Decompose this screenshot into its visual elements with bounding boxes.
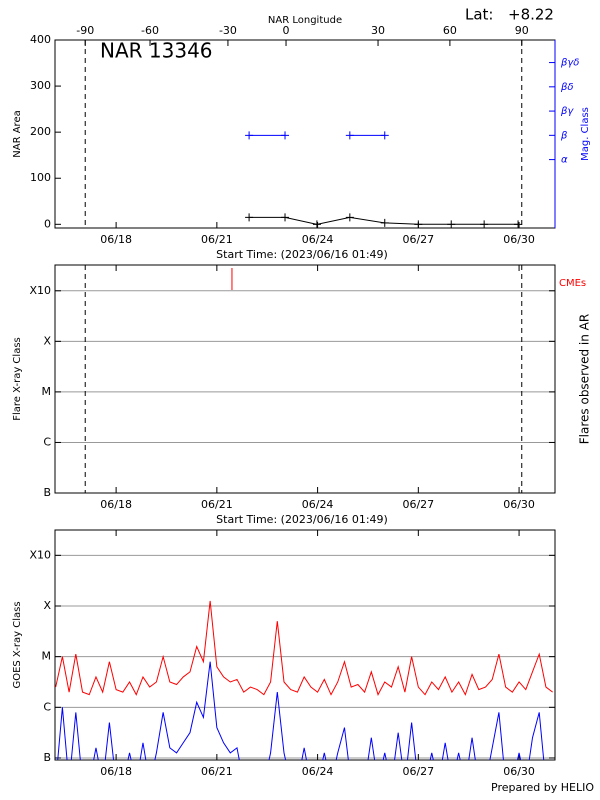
y-label: GOES X-ray Class xyxy=(12,601,23,688)
plot-frame xyxy=(54,39,556,229)
point-marker xyxy=(480,220,489,229)
y2-tick-label: β xyxy=(560,130,568,141)
y2-tick-label: βγδ xyxy=(560,58,579,69)
series-group xyxy=(249,134,519,225)
x-tick-label: 06/18 xyxy=(100,498,132,511)
plot-frame xyxy=(54,529,556,761)
point-marker xyxy=(281,213,290,222)
y2-tick-label: βδ xyxy=(560,82,574,93)
x-label: Start Time: (2023/06/16 01:49) xyxy=(216,248,388,261)
x2-tick-label: 90 xyxy=(515,24,529,37)
x-tick-label: 06/18 xyxy=(100,233,132,246)
y2-tick-label: α xyxy=(561,155,568,166)
y-tick-label: X10 xyxy=(29,284,51,297)
y-tick-label: 400 xyxy=(30,33,51,46)
x2-tick-label: -90 xyxy=(76,24,94,37)
y-tick-label: X xyxy=(43,599,51,612)
y-label: NAR Area xyxy=(12,110,23,157)
x-tick-label: 06/27 xyxy=(402,765,434,778)
x-tick-label: 06/27 xyxy=(402,498,434,511)
cme-label: CMEs xyxy=(559,278,586,289)
x-tick-label: 06/24 xyxy=(302,233,334,246)
y-tick-label: B xyxy=(43,751,51,764)
y-tick-label: C xyxy=(43,435,51,448)
x-tick-label: 06/21 xyxy=(201,765,233,778)
series-line xyxy=(55,600,553,696)
x2-tick-label: -30 xyxy=(219,24,237,37)
y-tick-label: X10 xyxy=(29,548,51,561)
y2-label: Flares observed in AR xyxy=(578,314,592,444)
x-tick-label: 06/30 xyxy=(503,765,535,778)
y2-tick-label: βγ xyxy=(560,106,574,117)
x-tick-label: 06/27 xyxy=(402,233,434,246)
point-marker xyxy=(245,213,254,222)
y-tick-label: M xyxy=(42,650,52,663)
point-marker xyxy=(345,131,354,140)
x-tick-label: 06/24 xyxy=(302,765,334,778)
x-label: Start Time: (2023/06/16 01:49) xyxy=(216,513,388,526)
y-tick-label: 200 xyxy=(30,125,51,138)
y-label: Flare X-ray Class xyxy=(12,337,23,421)
point-marker xyxy=(380,131,389,140)
x-tick-label: 06/18 xyxy=(100,765,132,778)
x2-tick-label: 0 xyxy=(283,24,290,37)
y-tick-label: B xyxy=(43,486,51,499)
point-marker xyxy=(245,131,254,140)
lat-value: +8.22 xyxy=(508,6,554,24)
y-tick-label: 0 xyxy=(44,217,51,230)
point-marker xyxy=(514,220,523,229)
y-tick-label: 100 xyxy=(30,171,51,184)
point-marker xyxy=(414,220,423,229)
point-marker xyxy=(345,213,354,222)
point-marker xyxy=(380,218,389,227)
x-tick-label: 06/21 xyxy=(201,498,233,511)
x-tick-label: 06/21 xyxy=(201,233,233,246)
series-line xyxy=(57,661,545,760)
footer: Prepared by HELIO xyxy=(491,781,594,794)
y2-label: Mag. Class xyxy=(580,107,591,161)
x2-tick-label: 60 xyxy=(443,24,457,37)
y-tick-label: X xyxy=(43,334,51,347)
x-tick-label: 06/30 xyxy=(503,233,535,246)
x2-label: NAR Longitude xyxy=(268,15,342,26)
x-tick-label: 06/30 xyxy=(503,498,535,511)
point-marker xyxy=(281,131,290,140)
series-group xyxy=(55,600,553,760)
lat-label: Lat: xyxy=(465,6,493,24)
chart-title: NAR 13346 xyxy=(100,39,213,63)
plot-frame xyxy=(54,264,556,494)
y-tick-label: M xyxy=(42,385,52,398)
point-marker xyxy=(447,220,456,229)
y-tick-label: C xyxy=(43,700,51,713)
x2-tick-label: 30 xyxy=(371,24,385,37)
x2-tick-label: -60 xyxy=(141,24,159,37)
x-tick-label: 06/24 xyxy=(302,498,334,511)
point-marker xyxy=(312,220,321,229)
y-tick-label: 300 xyxy=(30,79,51,92)
